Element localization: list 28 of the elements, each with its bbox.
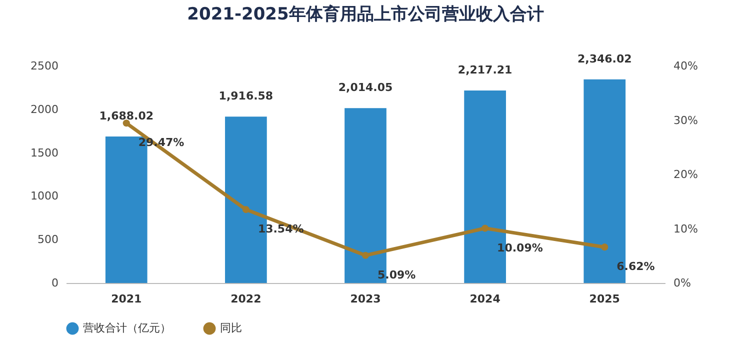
y-tick-label: 0 <box>52 276 58 290</box>
y2-tick-label: 0% <box>674 276 691 290</box>
data-label: 2,014.05 <box>338 81 393 94</box>
data-label: 2,217.21 <box>458 64 512 77</box>
legend-label: 同比 <box>220 322 242 335</box>
y2-tick-label: 30% <box>674 114 698 127</box>
x-tick-label: 2021 <box>111 292 142 306</box>
data-label: 2,346.02 <box>577 52 632 66</box>
x-tick-label: 2023 <box>350 292 381 306</box>
legend-label: 营收合计（亿元） <box>83 322 171 335</box>
y2-tick-label: 40% <box>674 60 698 72</box>
point <box>242 206 250 214</box>
chart-title: 2021-2025年体育用品上市公司营业收入合计 <box>187 3 544 24</box>
y-tick-label: 1000 <box>30 190 58 203</box>
y2-tick-label: 10% <box>674 222 698 236</box>
y-tick-label: 500 <box>38 233 58 246</box>
y-tick-label: 2500 <box>30 60 58 72</box>
y2-tick-label: 20% <box>674 168 698 181</box>
y-tick-label: 1500 <box>30 146 58 160</box>
x-tick-label: 2022 <box>230 292 262 306</box>
point <box>362 252 370 259</box>
data-label: 1,916.58 <box>218 90 274 103</box>
data-label: 1,688.02 <box>99 109 154 122</box>
x-tick-label: 2025 <box>589 292 620 306</box>
y-tick-label: 2000 <box>30 102 58 116</box>
point <box>482 224 489 232</box>
point <box>601 244 608 251</box>
x-tick-label: 2024 <box>470 292 501 306</box>
